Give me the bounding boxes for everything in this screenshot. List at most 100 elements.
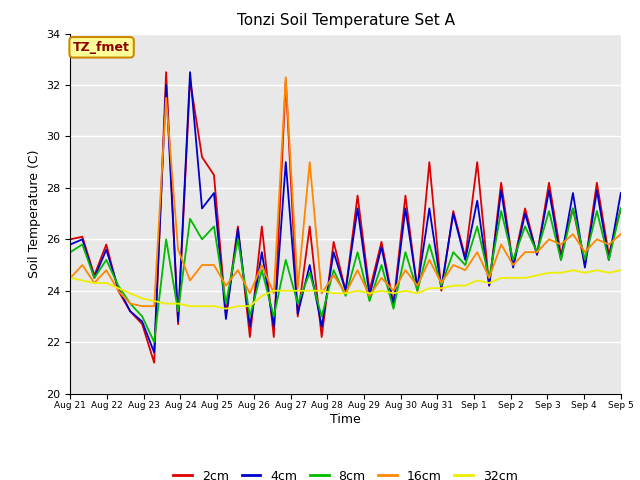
- 2cm: [426, 159, 433, 165]
- 32cm: [426, 285, 433, 291]
- 32cm: [474, 277, 481, 283]
- 4cm: [138, 319, 146, 324]
- 2cm: [365, 288, 373, 294]
- 32cm: [270, 288, 278, 294]
- 32cm: [521, 275, 529, 281]
- 8cm: [115, 283, 122, 288]
- 2cm: [521, 205, 529, 211]
- 32cm: [569, 267, 577, 273]
- 32cm: [222, 306, 230, 312]
- 4cm: [174, 319, 182, 324]
- 8cm: [126, 300, 134, 306]
- 32cm: [365, 290, 373, 296]
- 32cm: [102, 280, 110, 286]
- 32cm: [593, 267, 601, 273]
- 16cm: [569, 231, 577, 237]
- 4cm: [306, 262, 314, 268]
- 16cm: [138, 303, 146, 309]
- 2cm: [150, 360, 158, 366]
- 4cm: [342, 288, 349, 294]
- 16cm: [593, 237, 601, 242]
- 16cm: [306, 159, 314, 165]
- 16cm: [222, 283, 230, 288]
- 4cm: [365, 293, 373, 299]
- 2cm: [210, 172, 218, 178]
- 16cm: [79, 262, 86, 268]
- 2cm: [581, 262, 589, 268]
- 8cm: [461, 262, 469, 268]
- 4cm: [186, 69, 194, 75]
- 16cm: [174, 247, 182, 252]
- 8cm: [294, 300, 301, 306]
- 16cm: [163, 95, 170, 101]
- 4cm: [330, 249, 337, 255]
- 16cm: [390, 288, 397, 294]
- 32cm: [306, 288, 314, 294]
- 2cm: [246, 334, 253, 340]
- 8cm: [174, 309, 182, 314]
- 4cm: [557, 257, 565, 263]
- 2cm: [569, 205, 577, 211]
- 2cm: [318, 334, 326, 340]
- 8cm: [150, 339, 158, 345]
- 8cm: [318, 313, 326, 319]
- 2cm: [342, 288, 349, 294]
- 4cm: [390, 303, 397, 309]
- 16cm: [126, 300, 134, 306]
- 2cm: [282, 77, 290, 83]
- 2cm: [557, 252, 565, 258]
- 32cm: [258, 293, 266, 299]
- 32cm: [581, 270, 589, 276]
- 4cm: [449, 211, 457, 216]
- 32cm: [294, 288, 301, 294]
- 32cm: [330, 290, 337, 296]
- 2cm: [330, 239, 337, 245]
- 8cm: [593, 208, 601, 214]
- 16cm: [270, 290, 278, 296]
- 4cm: [533, 252, 541, 258]
- 8cm: [581, 257, 589, 263]
- 4cm: [90, 275, 98, 281]
- 32cm: [67, 275, 74, 281]
- 8cm: [497, 208, 505, 214]
- 32cm: [378, 288, 385, 294]
- 8cm: [234, 237, 242, 242]
- 8cm: [533, 249, 541, 255]
- 4cm: [581, 264, 589, 270]
- 4cm: [354, 205, 362, 211]
- 32cm: [246, 303, 253, 309]
- 4cm: [413, 285, 421, 291]
- 32cm: [438, 285, 445, 291]
- 4cm: [282, 159, 290, 165]
- 8cm: [79, 241, 86, 247]
- 2cm: [509, 262, 517, 268]
- 4cm: [438, 285, 445, 291]
- 8cm: [186, 216, 194, 222]
- 32cm: [617, 267, 625, 273]
- 4cm: [234, 226, 242, 232]
- 8cm: [390, 306, 397, 312]
- 8cm: [163, 237, 170, 242]
- 4cm: [246, 324, 253, 330]
- 2cm: [461, 254, 469, 260]
- 32cm: [485, 280, 493, 286]
- 32cm: [342, 290, 349, 296]
- 8cm: [90, 275, 98, 281]
- 2cm: [449, 208, 457, 214]
- 32cm: [210, 303, 218, 309]
- 2cm: [270, 334, 278, 340]
- 8cm: [509, 257, 517, 263]
- 8cm: [485, 275, 493, 281]
- 32cm: [497, 275, 505, 281]
- 2cm: [413, 288, 421, 294]
- 8cm: [521, 224, 529, 229]
- 16cm: [581, 249, 589, 255]
- 4cm: [102, 247, 110, 252]
- 8cm: [282, 257, 290, 263]
- 16cm: [258, 262, 266, 268]
- 2cm: [545, 180, 553, 186]
- 8cm: [222, 300, 230, 306]
- 4cm: [270, 324, 278, 330]
- 2cm: [198, 154, 206, 160]
- 8cm: [605, 257, 612, 263]
